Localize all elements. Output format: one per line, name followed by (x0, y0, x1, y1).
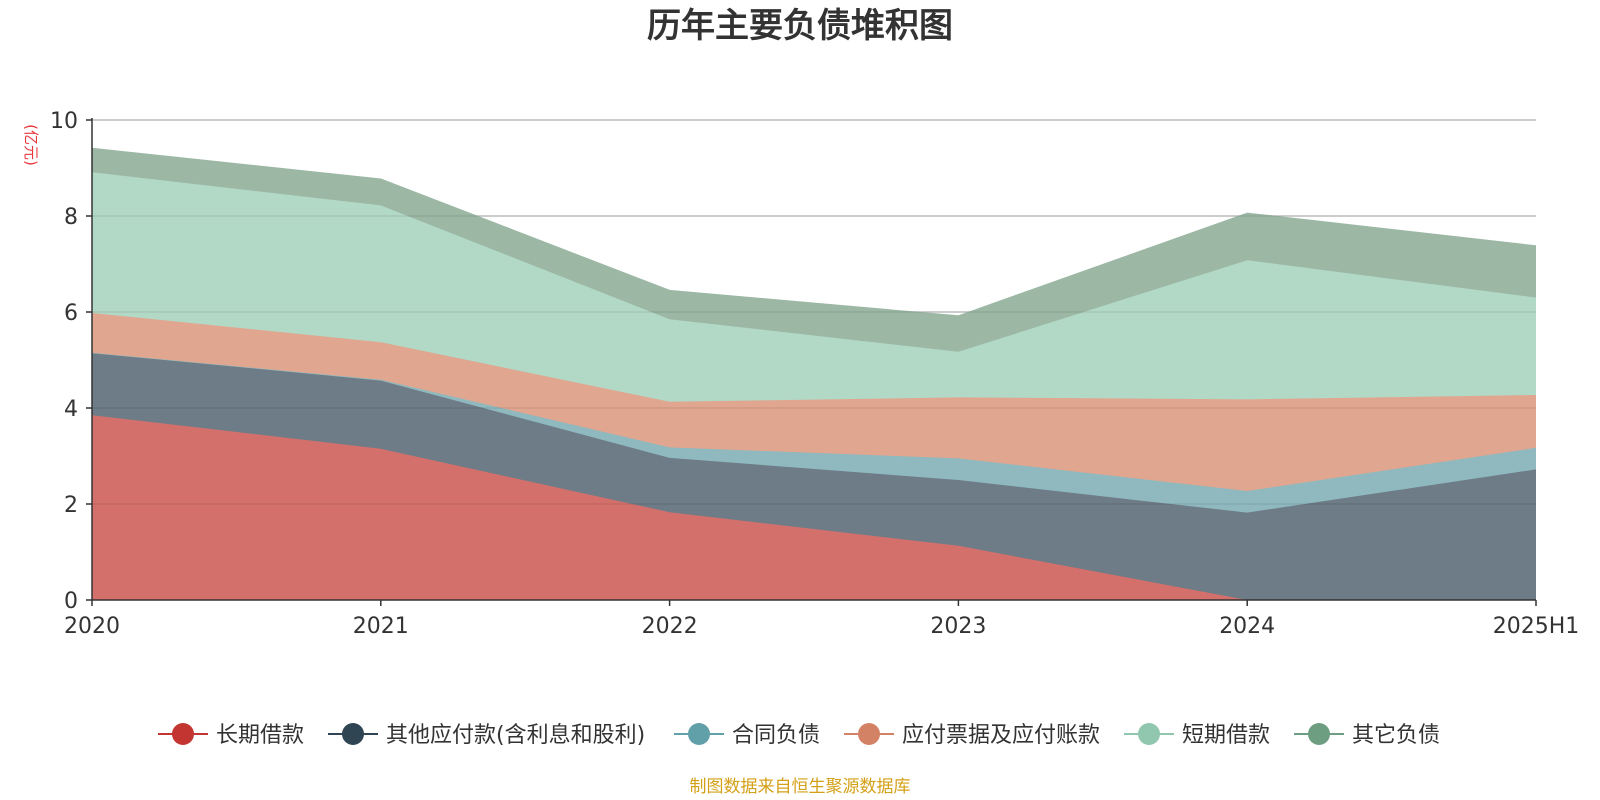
legend-marker (1138, 723, 1160, 745)
legend-label: 应付票据及应付账款 (902, 723, 1100, 748)
area-line-其他应付款(含利息和股利) (91, 352, 1537, 514)
x-tick-label: 2023 (930, 614, 986, 639)
y-tick-label: 8 (64, 205, 78, 230)
legend-marker (172, 723, 194, 745)
y-tick-label: 6 (64, 301, 78, 326)
y-tick-label: 2 (64, 493, 78, 518)
area-其它负债 (92, 148, 1536, 352)
area-短期借款 (92, 172, 1536, 402)
x-tick-label: 2025H1 (1493, 614, 1580, 639)
y-unit-label: (亿元) (22, 124, 40, 166)
legend-item-短期借款[interactable]: 短期借款 (1124, 723, 1270, 748)
legend-label: 短期借款 (1182, 723, 1270, 748)
legend-item-合同负债[interactable]: 合同负债 (674, 723, 820, 748)
legend-marker (858, 723, 880, 745)
axes: 0 2 4 6 8 10 2020 2021 2022 2023 2024 2025H1 (50, 109, 1579, 639)
legend-item-长期借款[interactable]: 长期借款 (158, 723, 304, 748)
area-长期借款 (92, 415, 1536, 600)
legend[interactable]: 长期借款 其他应付款(含利息和股利) 合同负债 应付票据及应付账款 短期借款 其它负债 (158, 723, 1440, 748)
y-tick-label: 10 (50, 109, 78, 134)
x-tick-label: 2024 (1219, 614, 1275, 639)
y-tick-label: 0 (64, 589, 78, 614)
legend-label: 长期借款 (216, 723, 304, 748)
legend-marker (688, 723, 710, 745)
legend-label: 合同负债 (732, 723, 820, 748)
x-tick-label: 2022 (642, 614, 698, 639)
legend-item-应付票据及应付账款[interactable]: 应付票据及应付账款 (844, 723, 1100, 748)
source-note: 制图数据来自恒生聚源数据库 (690, 777, 911, 797)
x-tick-label: 2020 (64, 614, 120, 639)
legend-marker (342, 723, 364, 745)
legend-label: 其它负债 (1352, 723, 1440, 748)
legend-marker (1308, 723, 1330, 745)
x-tick-label: 2021 (353, 614, 409, 639)
y-tick-label: 4 (64, 397, 78, 422)
legend-label: 其他应付款(含利息和股利) (386, 723, 645, 748)
legend-item-其他应付款(含利息和股利)[interactable]: 其他应付款(含利息和股利) (328, 723, 645, 748)
area-line-其它负债 (91, 147, 1537, 317)
area-其他应付款(含利息和股利) (92, 352, 1536, 600)
area-series-group (91, 119, 1537, 601)
legend-item-其它负债[interactable]: 其它负债 (1294, 723, 1440, 748)
chart-title: 历年主要负债堆积图 (647, 6, 953, 46)
